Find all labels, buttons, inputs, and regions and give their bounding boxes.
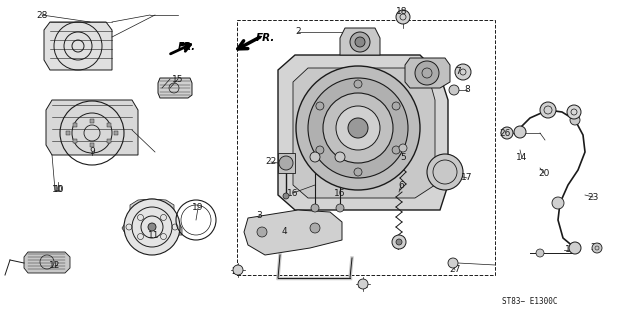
Bar	[66, 131, 70, 135]
Polygon shape	[405, 58, 450, 88]
Bar	[237, 20, 495, 275]
Circle shape	[567, 105, 581, 119]
Polygon shape	[244, 210, 342, 255]
Circle shape	[358, 279, 368, 289]
Circle shape	[316, 146, 324, 154]
Bar	[114, 131, 118, 135]
Text: 13: 13	[568, 108, 580, 117]
Text: 20: 20	[538, 169, 550, 178]
Text: 7: 7	[455, 68, 461, 76]
Circle shape	[569, 242, 581, 254]
Text: 15: 15	[172, 75, 183, 84]
Circle shape	[552, 197, 564, 209]
Bar	[107, 140, 111, 143]
Text: 19: 19	[192, 204, 204, 212]
Circle shape	[323, 93, 393, 163]
Circle shape	[392, 102, 400, 110]
Bar	[73, 140, 77, 143]
Text: 11: 11	[148, 230, 160, 239]
Polygon shape	[130, 199, 174, 212]
Circle shape	[310, 152, 320, 162]
Text: 21: 21	[357, 281, 369, 290]
Circle shape	[348, 118, 368, 138]
Text: 18: 18	[396, 7, 408, 17]
Text: 8: 8	[464, 85, 470, 94]
Polygon shape	[158, 78, 192, 98]
Circle shape	[336, 204, 344, 212]
Circle shape	[316, 102, 324, 110]
Text: 4: 4	[281, 228, 287, 236]
Circle shape	[124, 199, 180, 255]
Text: 7: 7	[395, 244, 401, 252]
Circle shape	[536, 249, 544, 257]
Text: 1: 1	[565, 245, 571, 254]
Text: 14: 14	[517, 154, 527, 163]
Circle shape	[449, 85, 459, 95]
Circle shape	[350, 32, 370, 52]
Circle shape	[396, 10, 410, 24]
Circle shape	[148, 223, 156, 231]
Polygon shape	[278, 153, 295, 173]
Circle shape	[455, 64, 471, 80]
Bar	[90, 143, 94, 147]
Text: ST83− E1300C: ST83− E1300C	[502, 298, 558, 307]
Text: 6: 6	[398, 180, 404, 189]
Bar	[90, 119, 94, 123]
Polygon shape	[293, 68, 435, 198]
Circle shape	[336, 106, 380, 150]
Polygon shape	[24, 252, 70, 273]
Circle shape	[335, 152, 345, 162]
Text: 27: 27	[449, 266, 461, 275]
Circle shape	[354, 168, 362, 176]
Circle shape	[540, 102, 556, 118]
Polygon shape	[340, 28, 380, 55]
Circle shape	[355, 37, 365, 47]
Circle shape	[308, 78, 408, 178]
Text: 3: 3	[256, 211, 262, 220]
Circle shape	[233, 265, 243, 275]
Circle shape	[296, 66, 420, 190]
Circle shape	[283, 193, 289, 199]
Polygon shape	[122, 222, 182, 235]
Text: 10: 10	[52, 186, 64, 195]
Text: 28: 28	[36, 11, 48, 20]
Circle shape	[257, 227, 267, 237]
Text: 16: 16	[334, 188, 346, 197]
Circle shape	[427, 154, 463, 190]
Circle shape	[448, 258, 458, 268]
Text: FR.: FR.	[178, 42, 196, 52]
Polygon shape	[278, 55, 448, 210]
Text: FR.: FR.	[256, 33, 275, 43]
Circle shape	[311, 204, 319, 212]
Circle shape	[392, 146, 400, 154]
Circle shape	[570, 115, 580, 125]
Text: 5: 5	[400, 154, 406, 163]
Circle shape	[392, 235, 406, 249]
Circle shape	[396, 239, 402, 245]
Circle shape	[501, 127, 513, 139]
Circle shape	[279, 156, 293, 170]
Text: 2: 2	[295, 28, 301, 36]
Text: 23: 23	[587, 193, 599, 202]
Text: 9: 9	[89, 148, 95, 156]
Text: 26: 26	[499, 129, 511, 138]
Text: 16: 16	[287, 188, 299, 197]
Circle shape	[514, 126, 526, 138]
Polygon shape	[44, 22, 112, 70]
Circle shape	[415, 61, 439, 85]
Circle shape	[592, 243, 602, 253]
Text: 24: 24	[231, 268, 243, 276]
Text: 22: 22	[266, 157, 276, 166]
Text: 25: 25	[590, 244, 602, 252]
Circle shape	[310, 223, 320, 233]
Polygon shape	[46, 100, 138, 155]
Text: 17: 17	[461, 173, 473, 182]
Circle shape	[399, 144, 407, 152]
Bar	[73, 123, 77, 126]
Bar	[107, 123, 111, 126]
Circle shape	[354, 80, 362, 88]
Text: 10: 10	[53, 186, 63, 195]
Text: 12: 12	[49, 260, 61, 269]
